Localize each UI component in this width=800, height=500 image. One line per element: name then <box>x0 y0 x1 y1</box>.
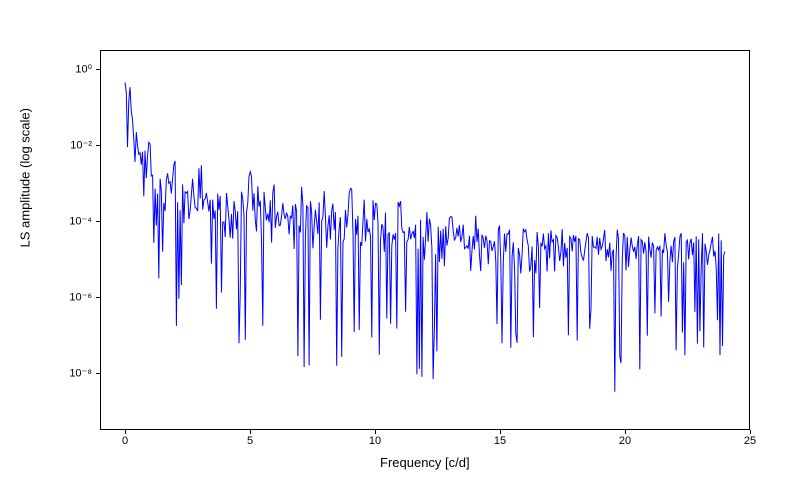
x-tick-label: 10 <box>369 435 381 447</box>
periodogram-line <box>100 50 750 430</box>
y-tick-label: 10⁻² <box>70 139 92 152</box>
x-tick-label: 0 <box>122 435 128 447</box>
y-axis-label: LS amplitude (log scale) <box>18 108 33 247</box>
x-tick-label: 25 <box>744 435 756 447</box>
y-tick-label: 10⁻⁶ <box>69 291 92 304</box>
y-tick-label: 10⁻⁸ <box>69 367 92 380</box>
x-tick-label: 20 <box>619 435 631 447</box>
x-tick-label: 5 <box>247 435 253 447</box>
chart-plot-area <box>100 50 750 430</box>
y-tick-label: 10⁻⁴ <box>69 215 92 228</box>
x-axis-label: Frequency [c/d] <box>380 455 470 470</box>
x-tick-label: 15 <box>494 435 506 447</box>
y-tick-label: 10⁰ <box>75 63 92 76</box>
